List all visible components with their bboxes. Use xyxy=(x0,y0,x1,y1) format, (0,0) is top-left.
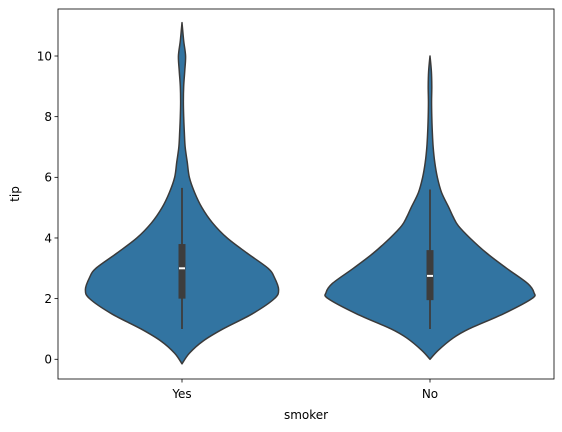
y-tick-label: 8 xyxy=(44,110,52,124)
violin-no xyxy=(324,55,536,361)
violin-yes xyxy=(84,21,280,365)
y-tick-label: 4 xyxy=(44,231,52,245)
x-tick-label: No xyxy=(422,387,438,401)
axes-frame xyxy=(57,8,555,380)
y-tick-label: 10 xyxy=(37,49,52,63)
y-tick-label: 0 xyxy=(44,353,52,367)
x-axis-label: smoker xyxy=(284,408,328,422)
y-tick-label: 2 xyxy=(44,292,52,306)
y-axis: 0 2 4 6 8 10 xyxy=(37,49,58,367)
y-tick-label: 6 xyxy=(44,171,52,185)
iqr-box xyxy=(178,244,186,299)
y-axis-label: tip xyxy=(8,186,22,202)
x-tick-label: Yes xyxy=(171,387,191,401)
plot-area xyxy=(84,21,536,365)
x-axis: Yes No xyxy=(171,379,438,401)
